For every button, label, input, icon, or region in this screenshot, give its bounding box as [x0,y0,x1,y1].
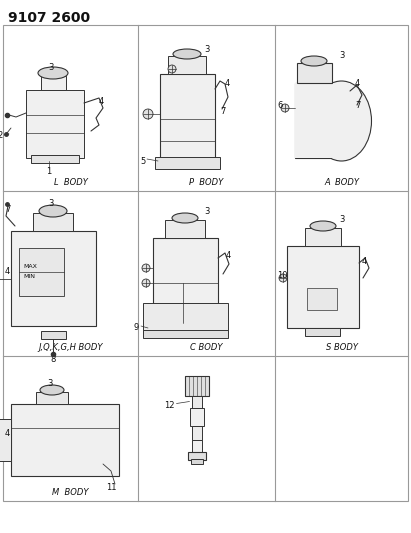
Text: 4: 4 [362,256,367,265]
Text: 9107 2600: 9107 2600 [8,11,90,25]
Text: S BODY: S BODY [326,343,358,352]
Text: 11: 11 [106,483,116,492]
Text: 10: 10 [277,271,288,280]
Bar [11,231,96,326]
Bar [191,458,203,464]
Ellipse shape [301,56,327,66]
Bar [143,303,228,333]
Ellipse shape [40,385,64,395]
Bar [33,213,73,231]
Bar [41,331,66,339]
Ellipse shape [281,104,289,112]
Bar [305,328,340,336]
Text: 5: 5 [141,157,146,166]
Text: 4: 4 [5,430,10,439]
Bar [168,56,206,74]
Bar [185,376,208,395]
Bar [192,440,201,451]
Bar [189,408,203,425]
Ellipse shape [312,81,372,161]
Text: MAX: MAX [23,263,37,269]
Bar [192,425,201,440]
Text: 4: 4 [355,79,360,88]
Text: 4: 4 [99,96,104,106]
Text: 9: 9 [134,324,139,333]
Ellipse shape [39,205,67,217]
Bar [187,451,206,459]
Text: 6: 6 [277,101,282,109]
Bar [192,395,201,408]
Ellipse shape [310,221,336,231]
Bar [3,25,408,501]
Bar [307,288,337,310]
Ellipse shape [279,274,287,282]
Text: 12: 12 [164,401,175,410]
Ellipse shape [38,67,68,79]
Text: C BODY: C BODY [190,343,223,352]
Bar [36,392,68,404]
Ellipse shape [142,264,150,272]
Bar [155,157,220,169]
Text: 7: 7 [355,101,360,109]
Text: 3: 3 [48,199,54,208]
Bar [295,83,350,158]
Text: A  BODY: A BODY [324,178,359,187]
Bar [19,248,64,296]
Text: 3: 3 [339,52,344,61]
Bar [297,63,332,83]
Ellipse shape [172,213,198,223]
Bar [295,83,350,158]
Text: L  BODY: L BODY [53,178,88,187]
Bar [26,90,84,158]
Text: 4: 4 [5,268,10,277]
Ellipse shape [143,109,153,119]
Text: 1: 1 [46,166,52,175]
Bar [165,220,205,238]
Bar [287,246,359,328]
Bar [11,404,119,476]
Text: 3: 3 [204,207,209,216]
Text: 7: 7 [220,107,225,116]
Text: M  BODY: M BODY [52,488,89,497]
Bar [143,330,228,338]
Text: J,Q,K,G,H BODY: J,Q,K,G,H BODY [38,343,103,352]
Text: 2: 2 [0,131,3,140]
Bar [31,155,79,163]
Text: 3: 3 [339,215,344,224]
Text: 3: 3 [48,63,54,72]
Text: 8: 8 [50,354,55,364]
Ellipse shape [173,49,201,59]
Text: P  BODY: P BODY [189,178,224,187]
Bar [305,228,341,246]
Text: 3: 3 [204,44,209,53]
Bar [0,419,11,461]
Bar [160,74,215,159]
Text: 4: 4 [225,78,230,87]
Text: MIN: MIN [23,274,35,279]
Ellipse shape [168,65,176,73]
Ellipse shape [142,279,150,287]
Text: 7: 7 [5,206,10,214]
Bar [41,76,66,90]
Text: 3: 3 [47,379,53,389]
Text: 4: 4 [226,252,231,261]
Bar [153,238,218,323]
